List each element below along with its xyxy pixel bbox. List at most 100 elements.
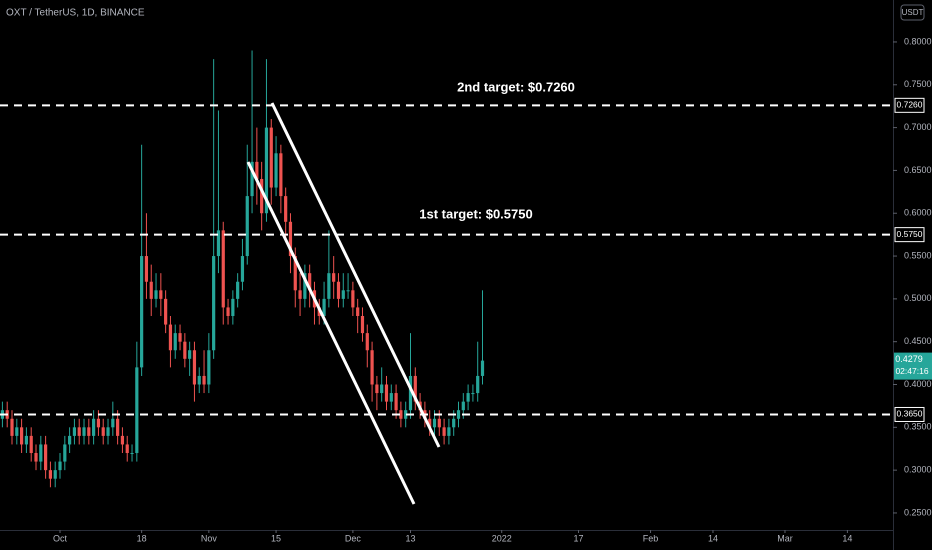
candle-body — [101, 427, 105, 436]
candle-body — [370, 350, 374, 385]
annotation: 2nd target: $0.7260 — [457, 79, 575, 94]
candle-body — [20, 427, 24, 445]
candle-body — [183, 341, 187, 359]
candle-body — [34, 453, 38, 462]
currency-label[interactable]: USDT — [902, 8, 924, 17]
candle-body — [188, 350, 192, 359]
candle-body — [351, 290, 355, 308]
candle-body — [92, 418, 96, 436]
y-tick-label: 0.6500 — [904, 165, 932, 175]
candle-body — [327, 273, 331, 299]
y-tick-label: 0.5000 — [904, 293, 932, 303]
candle-body — [293, 256, 297, 291]
candle-body — [87, 427, 91, 436]
currency-box[interactable] — [900, 4, 925, 21]
candle-body — [471, 393, 475, 395]
candle-body — [236, 281, 240, 299]
plot-area — [0, 50, 485, 488]
candle-body — [120, 435, 125, 445]
candle-body — [168, 324, 173, 351]
candle-body — [72, 427, 77, 436]
candle-body — [322, 298, 326, 316]
candle-body — [154, 290, 158, 299]
candle-body — [44, 444, 48, 471]
candle-body — [202, 375, 206, 385]
candle-body — [24, 435, 29, 445]
candle-body — [380, 384, 384, 394]
level-label: 0.7260 — [897, 100, 923, 110]
candle-body — [164, 298, 168, 325]
level-label-box — [894, 227, 925, 243]
candle-body — [125, 444, 129, 454]
candle-body — [58, 461, 62, 471]
y-tick-label: 0.8000 — [904, 36, 932, 46]
channel-line-upper — [270, 102, 441, 448]
candle-body — [360, 315, 365, 334]
candle-body — [279, 153, 283, 197]
candle-body — [116, 418, 120, 436]
channel-line-lower — [246, 161, 416, 505]
candle-body — [298, 290, 302, 299]
y-tick-label: 0.3000 — [904, 465, 932, 475]
candle-body — [260, 178, 264, 214]
candle-body — [341, 290, 345, 299]
x-tick-label: 18 — [137, 533, 147, 543]
candle-body — [15, 427, 19, 436]
x-tick-label: 14 — [842, 533, 852, 543]
candle-body — [159, 290, 163, 299]
candle-body — [413, 375, 417, 402]
candle-body — [466, 393, 470, 402]
candle-body — [68, 435, 72, 445]
last-price-label: 0.4279 — [895, 354, 923, 364]
candle-body — [216, 230, 221, 257]
candle-body — [461, 401, 465, 411]
candle-body — [332, 273, 336, 282]
y-tick-label: 0.2500 — [904, 507, 932, 517]
last-price-box — [894, 352, 932, 380]
x-tick-label: Dec — [345, 533, 362, 543]
candle-body — [384, 384, 389, 402]
candle-body — [173, 333, 177, 351]
chart-title: OXT / TetherUS, 1D, BINANCE — [6, 8, 145, 19]
candle-body — [432, 418, 437, 428]
candle-body — [480, 360, 485, 376]
candle-body — [456, 410, 461, 419]
candle-body — [178, 333, 182, 342]
overlay: 0.7260 0.5750 0.3650 0.4279 02:47:16 — [0, 97, 932, 422]
x-tick-label: Feb — [643, 533, 659, 543]
candle-body — [48, 470, 53, 479]
candle-body — [231, 298, 235, 316]
candle-body — [207, 350, 211, 385]
x-tick-label: 14 — [708, 533, 718, 543]
candle-body — [336, 281, 341, 299]
x-tick-label: 2022 — [492, 533, 512, 543]
candle-body — [192, 350, 197, 385]
candle-body — [346, 290, 350, 292]
candle-body — [255, 161, 259, 179]
y-tick-label: 0.7000 — [904, 122, 932, 132]
candle-body — [53, 470, 57, 479]
candle-body — [394, 393, 398, 411]
annotation: 1st target: $0.5750 — [419, 206, 532, 221]
y-tick-label: 0.3500 — [904, 422, 932, 432]
candle-body — [447, 427, 451, 436]
candle-body — [428, 418, 432, 428]
candle-body — [356, 307, 360, 316]
x-tick-label: 13 — [405, 533, 415, 543]
candle-body — [389, 393, 393, 402]
candle-body — [284, 196, 288, 222]
candle-body — [452, 418, 456, 428]
candle-body — [437, 418, 441, 428]
x-tick-label: 17 — [574, 533, 584, 543]
candle-body — [221, 230, 225, 308]
candle-body — [29, 435, 33, 454]
candle-body — [250, 161, 254, 197]
level-label: 0.3650 — [897, 409, 923, 419]
candle-body — [212, 256, 216, 351]
candle-body — [226, 307, 230, 316]
candle-body — [274, 153, 278, 188]
candle-body — [39, 444, 43, 462]
y-tick-label: 0.7500 — [904, 79, 932, 89]
